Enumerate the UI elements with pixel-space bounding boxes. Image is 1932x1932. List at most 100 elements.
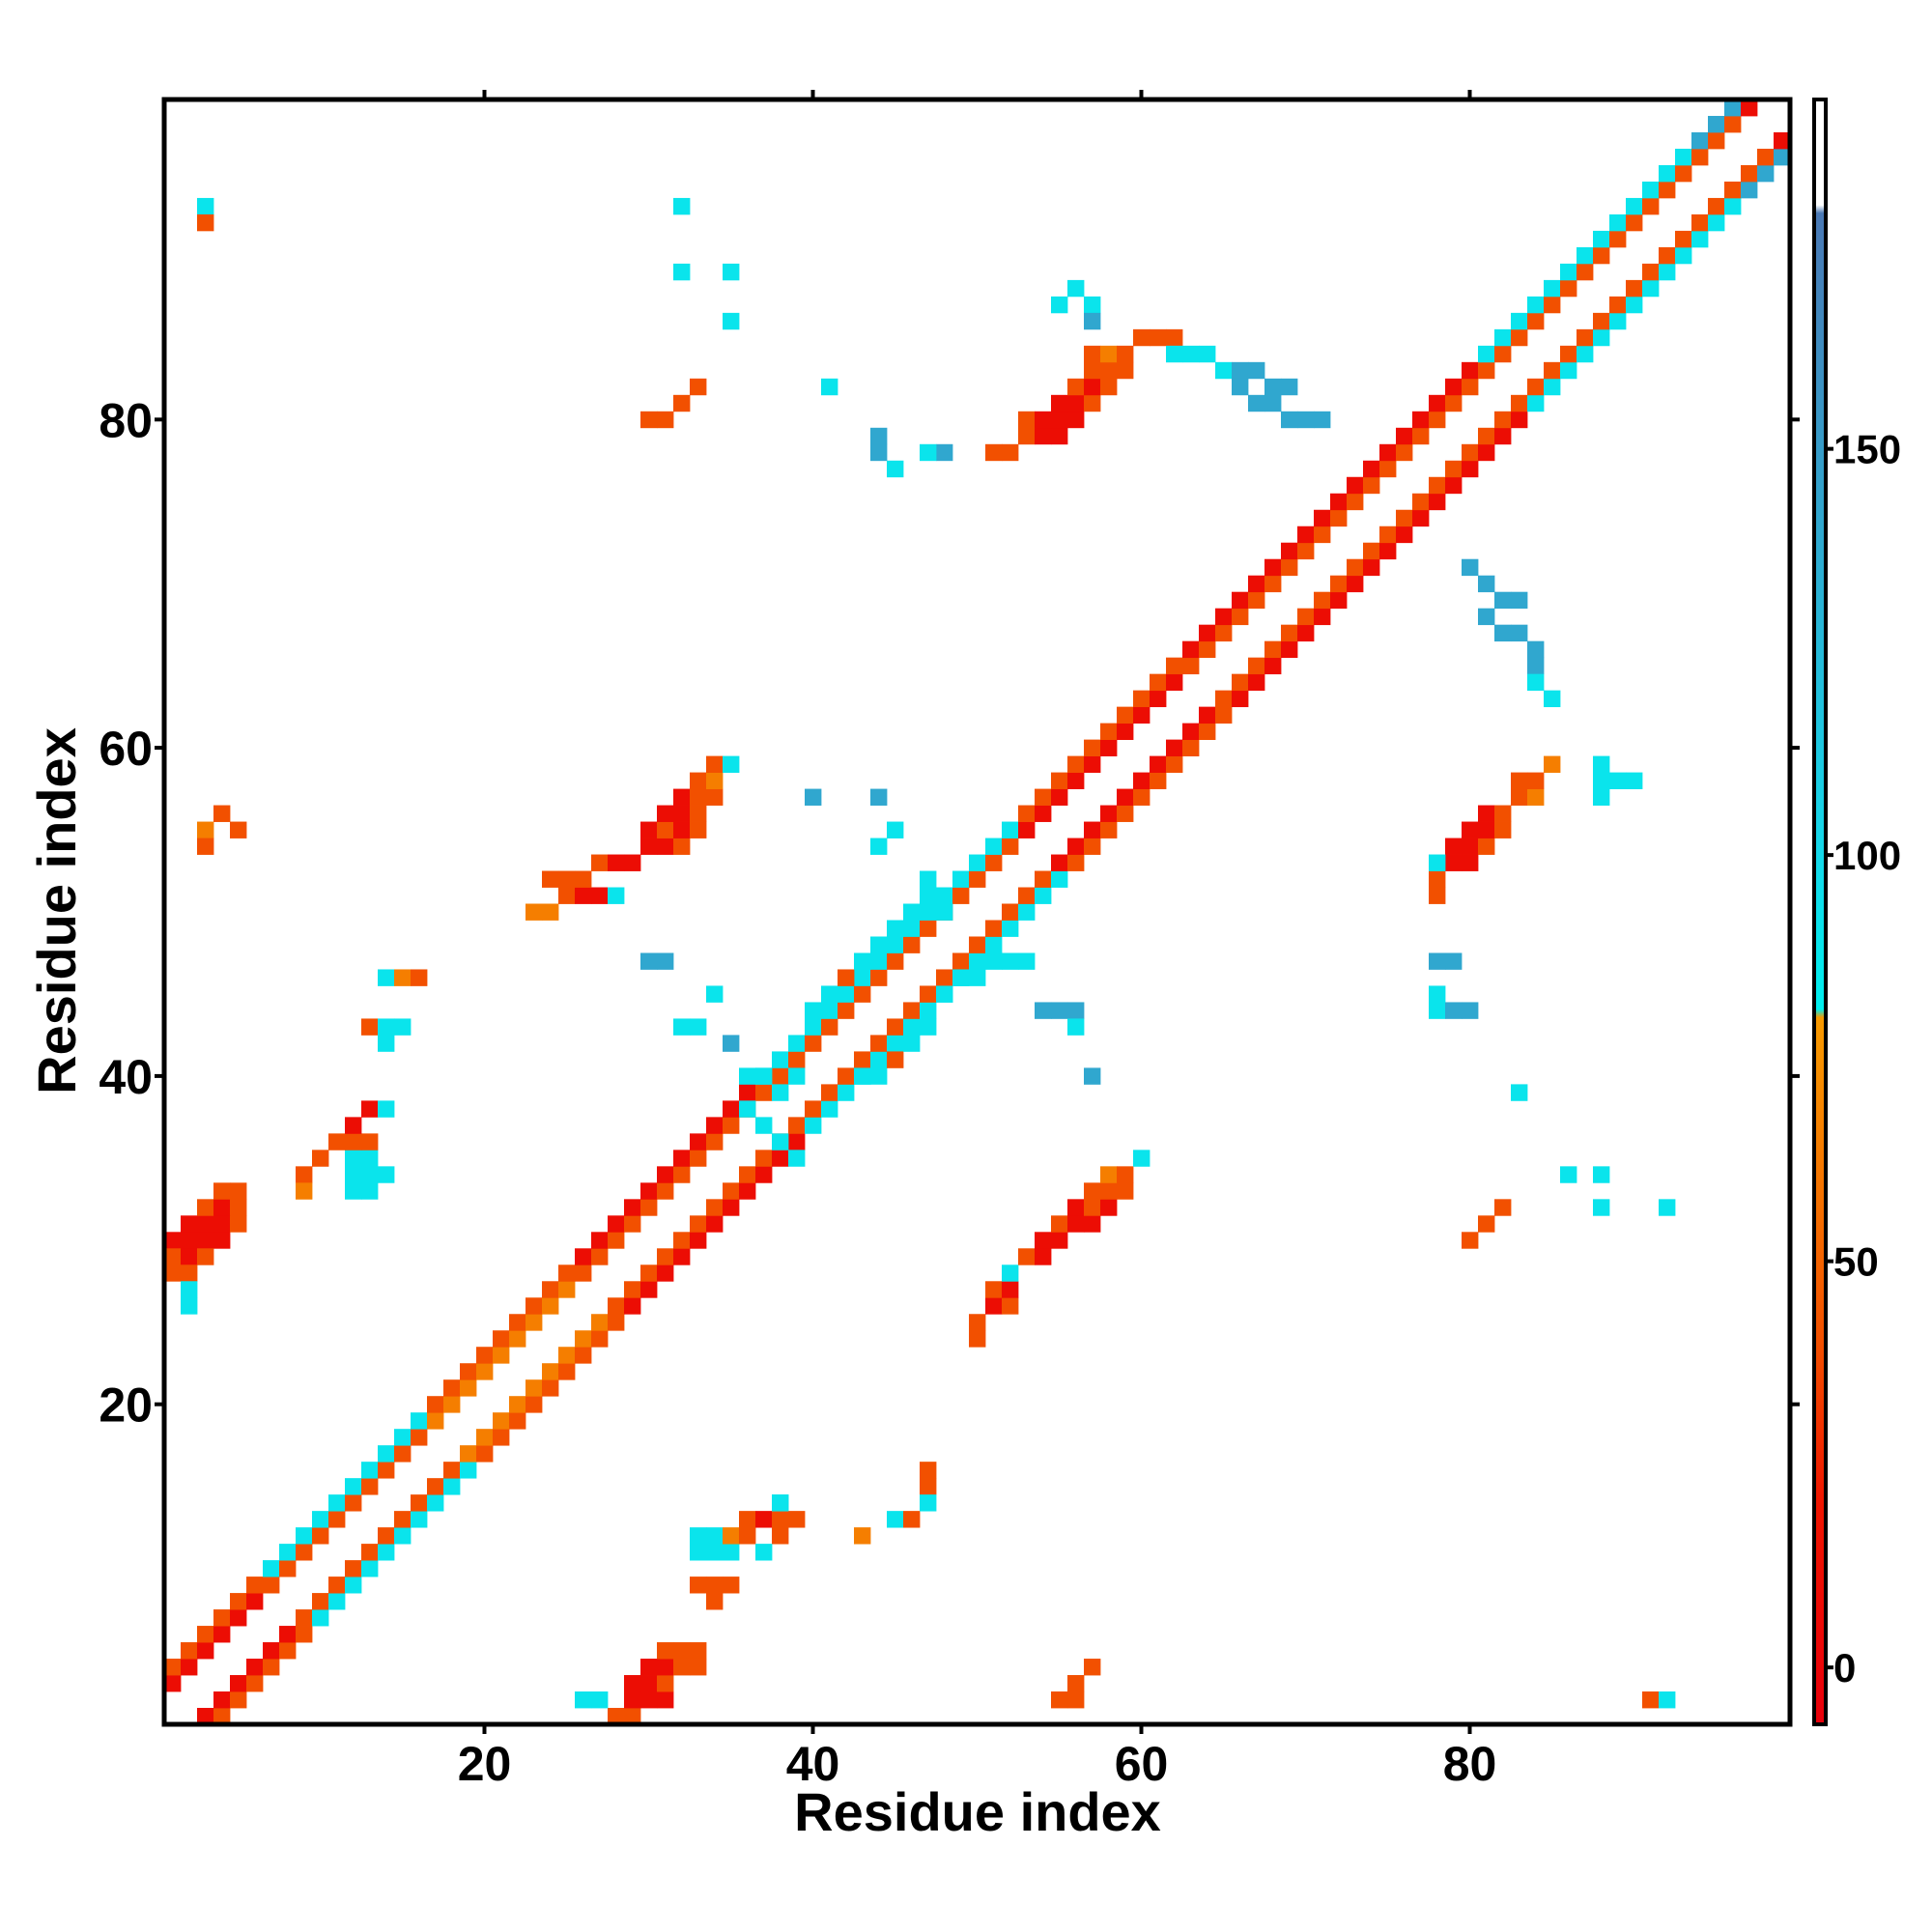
cell: [164, 1232, 182, 1249]
cell: [1264, 657, 1282, 675]
cell: [164, 1264, 182, 1282]
cell: [706, 1593, 724, 1610]
cell: [821, 1018, 838, 1036]
cell: [591, 854, 609, 871]
cell: [1281, 378, 1298, 396]
cell: [1067, 772, 1085, 789]
cell: [887, 1035, 904, 1052]
cell: [263, 1659, 280, 1676]
cell: [657, 1691, 674, 1709]
cell: [805, 1035, 822, 1052]
cell: [378, 1544, 395, 1561]
cell: [920, 1018, 937, 1036]
cell: [1117, 723, 1134, 741]
cell: [1166, 657, 1183, 675]
cell: [1396, 509, 1413, 527]
cell: [1100, 723, 1118, 741]
cell: [608, 887, 625, 904]
cell: [690, 821, 707, 838]
cell: [361, 1100, 379, 1118]
cell: [230, 1215, 247, 1233]
cell: [1051, 788, 1068, 806]
cell: [1429, 854, 1446, 871]
cell: [1363, 460, 1380, 478]
cell: [1642, 181, 1660, 199]
cell: [673, 821, 691, 838]
cell: [1051, 854, 1068, 871]
cell: [312, 1609, 329, 1627]
cell: [213, 1199, 231, 1216]
cell: [427, 1396, 444, 1413]
cell: [1708, 115, 1725, 133]
cell: [1182, 739, 1200, 756]
cell: [755, 1166, 773, 1183]
cell: [1478, 608, 1495, 626]
cell: [197, 1626, 214, 1643]
colorbar-tick-label: 50: [1833, 1239, 1879, 1285]
cell: [854, 952, 871, 970]
cell: [181, 1264, 198, 1282]
cell: [1133, 772, 1151, 789]
cell: [952, 870, 970, 888]
cell: [230, 1609, 247, 1627]
cell: [706, 1133, 724, 1151]
cell: [1281, 411, 1298, 429]
cell: [887, 1018, 904, 1036]
cell: [1100, 378, 1118, 396]
cell: [1051, 772, 1068, 789]
cell: [772, 1133, 789, 1151]
cell: [1642, 279, 1660, 298]
cell: [788, 1511, 806, 1528]
cell: [1511, 411, 1528, 429]
cell: [673, 1018, 691, 1036]
cell: [903, 1511, 921, 1528]
cell: [197, 1708, 214, 1725]
cell: [1462, 443, 1479, 462]
cell: [361, 1462, 379, 1479]
cell: [1593, 755, 1610, 773]
cell: [1511, 591, 1528, 610]
cell: [1035, 1248, 1052, 1265]
cell: [936, 969, 953, 986]
cell: [1462, 838, 1479, 855]
cell: [1609, 296, 1627, 314]
cell: [1462, 821, 1479, 838]
cell: [1560, 279, 1577, 298]
cell: [1527, 394, 1545, 412]
cell: [755, 1150, 773, 1167]
cell: [1051, 296, 1068, 314]
cell: [1117, 361, 1134, 380]
cell: [1445, 952, 1463, 970]
cell: [1281, 624, 1298, 642]
cell: [1018, 411, 1036, 429]
cell: [1182, 345, 1200, 363]
cell: [1166, 328, 1183, 347]
cell: [657, 1264, 674, 1282]
cell: [1527, 788, 1545, 806]
cell: [230, 1675, 247, 1692]
cell: [558, 1264, 576, 1282]
cell: [345, 1117, 362, 1134]
cell: [673, 197, 691, 215]
cell: [838, 1002, 855, 1019]
cell: [213, 1182, 231, 1200]
cell: [526, 1314, 543, 1331]
colorbar-tick-label: 100: [1833, 833, 1901, 878]
cell: [985, 838, 1003, 855]
cell: [706, 1117, 724, 1134]
cell: [1133, 328, 1151, 347]
cell: [493, 1347, 510, 1364]
cell: [1494, 591, 1512, 610]
cell: [164, 1675, 182, 1692]
cell: [1429, 476, 1446, 495]
cell: [1035, 411, 1052, 429]
cell: [263, 1577, 280, 1594]
cell: [361, 1560, 379, 1577]
cell: [575, 870, 592, 888]
cell: [1018, 1248, 1036, 1265]
cell: [936, 985, 953, 1003]
cell: [1527, 640, 1545, 659]
cell: [1264, 378, 1282, 396]
cell: [394, 1511, 412, 1528]
cell: [1051, 394, 1068, 412]
